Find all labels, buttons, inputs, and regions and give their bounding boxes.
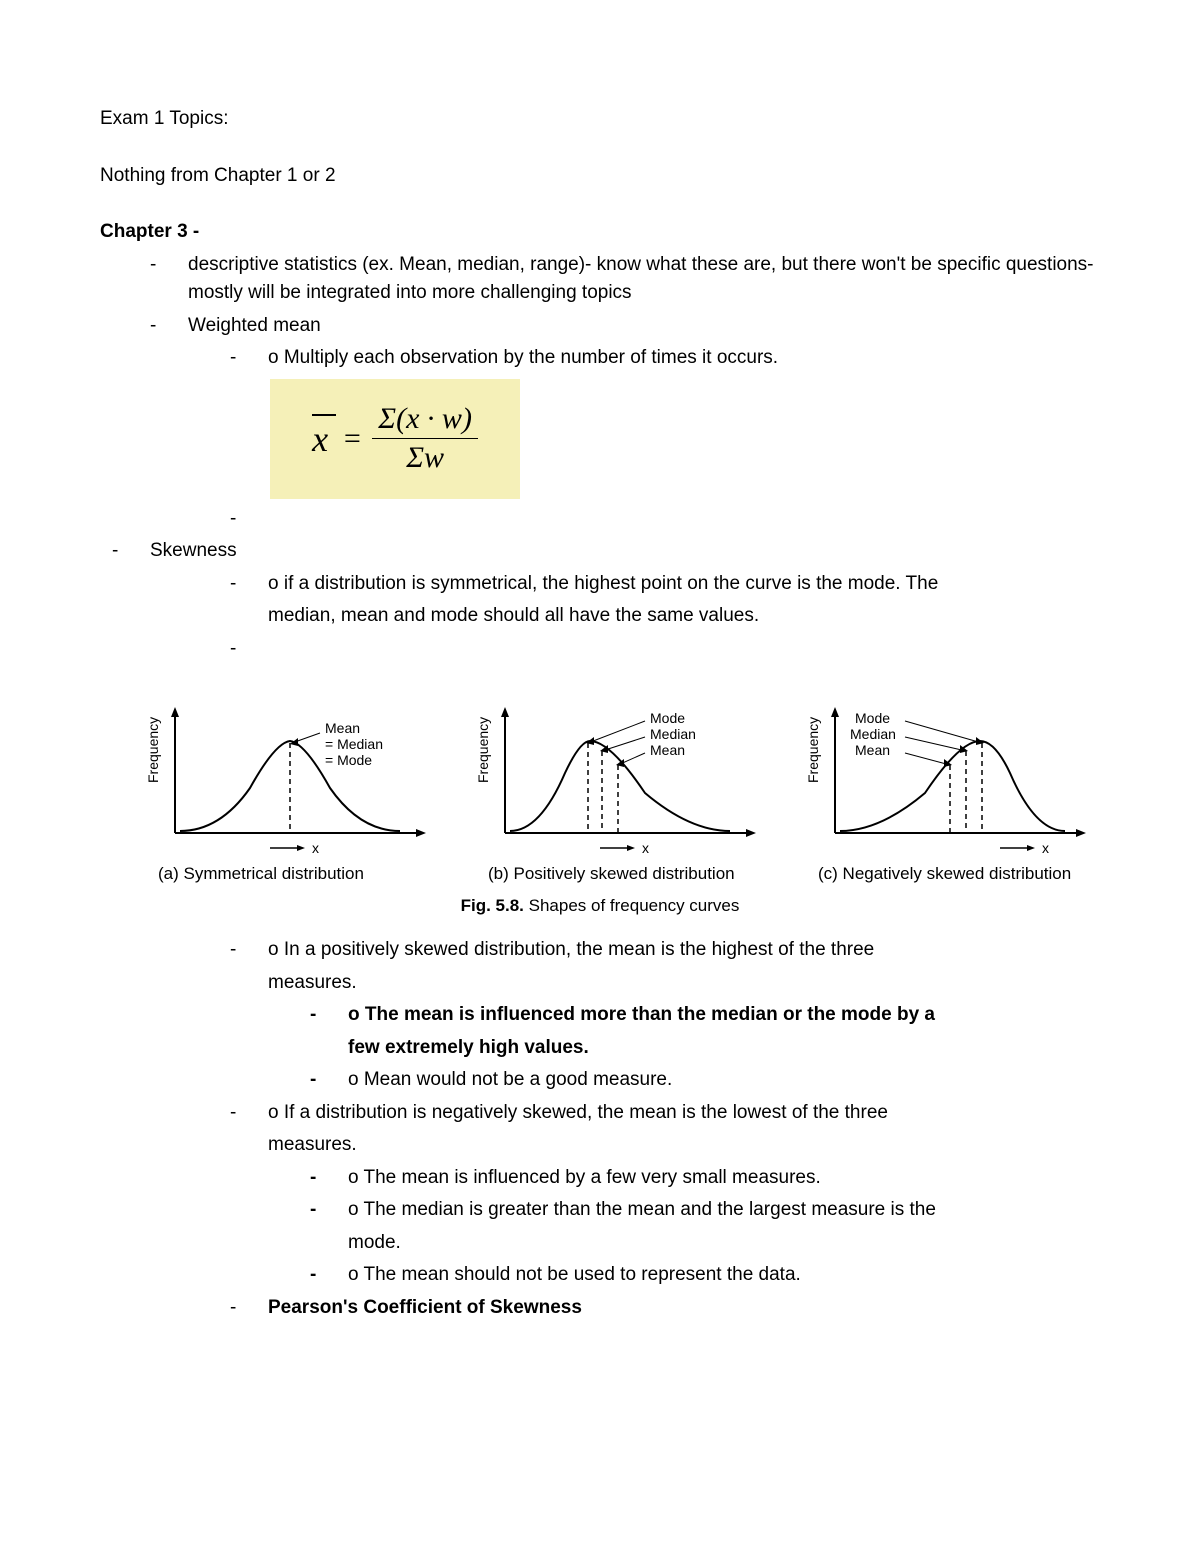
document-page: Exam 1 Topics: Nothing from Chapter 1 or…	[0, 0, 1200, 1553]
dash-icon: -	[310, 1164, 348, 1193]
bullet-empty2: -	[100, 635, 1100, 664]
page-title: Exam 1 Topics:	[100, 105, 1100, 134]
label-median: Median	[850, 726, 896, 742]
label-mode: = Mode	[325, 752, 372, 768]
bullet-neg-skew-sub2-cont: mode.	[100, 1229, 1100, 1258]
bullet-pos-skew-sub1-cont: few extremely high values.	[100, 1034, 1100, 1063]
bullet-neg-skew-cont: measures.	[100, 1131, 1100, 1160]
subplot-neg-skew: Mode Median Mean Frequency x (c) Negativ…	[800, 693, 1100, 884]
chapter-heading: Chapter 3 -	[100, 218, 1100, 247]
bullet-skewness-sub1-cont: median, mean and mode should all have th…	[100, 602, 1100, 631]
bullet-neg-skew-sub3: - o The mean should not be used to repre…	[100, 1261, 1100, 1290]
label-mean: Mean	[855, 742, 890, 758]
bullet-pos-skew: - o In a positively skewed distribution,…	[100, 936, 1100, 965]
bullet-desc-stats: - descriptive statistics (ex. Mean, medi…	[100, 251, 1100, 308]
bullet-neg-skew-sub1: - o The mean is influenced by a few very…	[100, 1164, 1100, 1193]
skewness-figure: Mean = Median = Mode Frequency x (a) Sym…	[140, 693, 1100, 884]
dash-icon: -	[310, 1066, 348, 1095]
label-mean: Mean	[650, 742, 685, 758]
x-axis-label: x	[1042, 840, 1049, 856]
dash-icon: -	[150, 312, 188, 341]
dash-icon: -	[230, 505, 268, 534]
dash-icon: -	[310, 1001, 348, 1030]
dash-icon: -	[230, 936, 268, 965]
label-mode: Mode	[855, 710, 890, 726]
y-axis-label: Frequency	[475, 717, 491, 783]
bullet-pos-skew-cont: measures.	[100, 969, 1100, 998]
label-median: = Median	[325, 736, 383, 752]
x-axis-label: x	[642, 840, 649, 856]
dash-icon: -	[230, 635, 268, 664]
subplot-c-caption: (c) Negatively skewed distribution	[800, 864, 1100, 884]
label-mode: Mode	[650, 710, 685, 726]
subtitle: Nothing from Chapter 1 or 2	[100, 162, 1100, 191]
bullet-neg-skew-sub2: - o The median is greater than the mean …	[100, 1196, 1100, 1225]
bullet-skewness-sub1: - o if a distribution is symmetrical, th…	[100, 570, 1100, 599]
dash-icon: -	[230, 344, 268, 373]
y-axis-label: Frequency	[805, 717, 821, 783]
dash-icon: -	[310, 1196, 348, 1225]
dash-icon: -	[230, 1099, 268, 1128]
formula-fraction: Σ(x · w) Σw	[372, 400, 478, 477]
bullet-pos-skew-sub1: - o The mean is influenced more than the…	[100, 1001, 1100, 1030]
bullet-empty: -	[100, 505, 1100, 534]
bullet-weighted-mean: - Weighted mean	[100, 312, 1100, 341]
weighted-mean-formula: x = Σ(x · w) Σw	[270, 379, 520, 499]
subplot-pos-skew: Mode Median Mean Frequency x (b) Positiv…	[470, 693, 770, 884]
dash-icon: -	[112, 537, 150, 566]
formula-equals: =	[342, 422, 362, 456]
y-axis-label: Frequency	[145, 717, 161, 783]
dash-icon: -	[310, 1261, 348, 1290]
bullet-weighted-mean-sub: - o Multiply each observation by the num…	[100, 344, 1100, 373]
figure-caption: Fig. 5.8. Shapes of frequency curves	[100, 896, 1100, 916]
bullet-neg-skew: - o If a distribution is negatively skew…	[100, 1099, 1100, 1128]
x-axis-label: x	[312, 840, 319, 856]
bullet-skewness: - Skewness	[100, 537, 1100, 566]
formula-xbar: x	[312, 418, 332, 460]
dash-icon: -	[230, 1294, 268, 1323]
subplot-symmetric: Mean = Median = Mode Frequency x (a) Sym…	[140, 693, 440, 884]
subplot-a-caption: (a) Symmetrical distribution	[140, 864, 440, 884]
dash-icon: -	[230, 570, 268, 599]
dash-icon: -	[150, 251, 188, 308]
bullet-pos-skew-sub2: - o Mean would not be a good measure.	[100, 1066, 1100, 1095]
subplot-b-caption: (b) Positively skewed distribution	[470, 864, 770, 884]
label-median: Median	[650, 726, 696, 742]
bullet-pearson: - Pearson's Coefficient of Skewness	[100, 1294, 1100, 1323]
label-mean: Mean	[325, 720, 360, 736]
